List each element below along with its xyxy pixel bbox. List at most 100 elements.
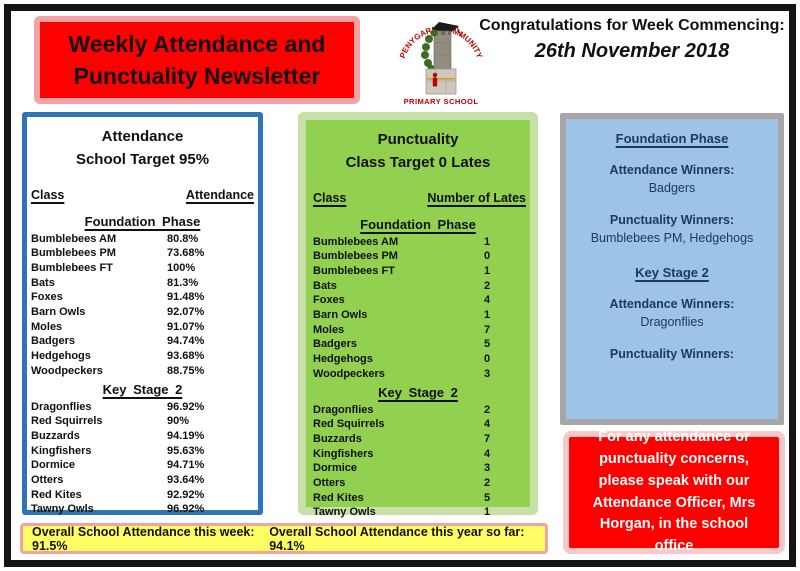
stone-base xyxy=(425,68,457,95)
table-row: Bumblebees FT 100% xyxy=(27,261,258,276)
column-header-class: Class xyxy=(313,190,347,205)
class-value: 3 xyxy=(483,367,491,380)
class-name: Bumblebees AM xyxy=(313,235,399,248)
class-name: Tawny Owls xyxy=(313,506,376,519)
class-name: Red Kites xyxy=(31,488,82,501)
class-name: Bats xyxy=(313,279,337,292)
attendance-column-headers: Class Attendance xyxy=(27,188,258,202)
punctuality-foundation-rows: Bumblebees AM 1 Bumblebees PM 0 Bumblebees F… xyxy=(306,235,530,382)
class-name: Moles xyxy=(31,320,63,333)
column-header-attendance: Attendance xyxy=(185,187,254,202)
attendance-ks2-rows: Dragonflies 96.92% Red Squirrels 90% Buzzard… xyxy=(27,400,258,518)
table-row: Dragonflies 96.92% xyxy=(27,400,258,415)
overall-attendance-week: Overall School Attendance this week: 91.… xyxy=(32,524,255,553)
school-logo: PENYGARN COMMUNITY xyxy=(397,9,485,108)
congratulations-header: Congratulations for Week Commencing: 26t… xyxy=(476,17,788,63)
class-value: 94.19% xyxy=(167,429,205,442)
table-row: Hedgehogs 93.68% xyxy=(27,349,258,364)
class-name: Tawny Owls xyxy=(31,503,94,516)
table-row: Red Kites 92.92% xyxy=(27,488,258,503)
attendance-officer-notice: For any attendance or punctuality concer… xyxy=(563,429,785,554)
class-value: 93.68% xyxy=(167,350,205,363)
class-name: Bumblebees PM xyxy=(313,250,398,263)
class-value: 92.92% xyxy=(167,488,205,501)
class-name: Badgers xyxy=(31,335,76,348)
table-row: Bumblebees PM 0 xyxy=(306,249,530,264)
ks2-attendance-winner: Dragonflies xyxy=(640,314,704,329)
class-value: 2 xyxy=(483,279,491,292)
class-name: Woodpeckers xyxy=(31,364,103,377)
table-row: Moles 7 xyxy=(306,323,530,338)
column-header-class: Class xyxy=(31,187,65,202)
table-row: Foxes 91.48% xyxy=(27,290,258,305)
class-name: Red Kites xyxy=(313,491,364,504)
class-name: Barn Owls xyxy=(31,306,86,319)
table-row: Dormice 94.71% xyxy=(27,458,258,473)
class-name: Woodpeckers xyxy=(313,367,385,380)
table-row: Badgers 94.74% xyxy=(27,334,258,349)
class-value: 94.71% xyxy=(167,459,205,472)
overall-attendance-strip: Overall School Attendance this week: 91.… xyxy=(20,523,548,554)
class-value: 81.3% xyxy=(167,276,199,289)
class-name: Dragonflies xyxy=(31,400,92,413)
table-row: Bumblebees AM 1 xyxy=(306,235,530,250)
class-name: Buzzards xyxy=(313,432,362,445)
punctuality-panel-title: Punctuality Class Target 0 Lates xyxy=(306,120,530,175)
class-name: Dragonflies xyxy=(313,403,374,416)
winners-ks2-header: Key Stage 2 xyxy=(635,264,709,280)
class-value: 7 xyxy=(483,432,491,445)
class-value: 100% xyxy=(167,261,196,274)
foundation-punctuality-winner: Bumblebees PM, Hedgehogs xyxy=(590,231,754,246)
table-row: Bats 81.3% xyxy=(27,276,258,291)
class-value: 0 xyxy=(483,353,491,366)
table-row: Tawny Owls 96.92% xyxy=(27,502,258,517)
attendance-panel-title: Attendance School Target 95% xyxy=(27,117,258,172)
class-value: 5 xyxy=(483,491,491,504)
class-value: 2 xyxy=(483,477,491,490)
class-name: Dormice xyxy=(313,462,358,475)
table-row: Hedgehogs 0 xyxy=(306,352,530,367)
attendance-panel: Attendance School Target 95% Class Atten… xyxy=(22,112,263,515)
punctuality-title: Punctuality xyxy=(377,131,459,148)
table-row: Kingfishers 95.63% xyxy=(27,444,258,459)
punctuality-panel: Punctuality Class Target 0 Lates Class N… xyxy=(298,112,538,518)
class-name: Dormice xyxy=(31,459,76,472)
table-row: Kingfishers 4 xyxy=(306,447,530,462)
table-row: Buzzards 7 xyxy=(306,432,530,447)
ks2-attendance-winners-label: Attendance Winners: xyxy=(609,296,735,311)
punctuality-target: Class Target 0 Lates xyxy=(345,154,491,172)
graduation-cap-icon xyxy=(432,22,459,34)
table-row: Tawny Owls 1 xyxy=(306,505,530,520)
table-row: Woodpeckers 88.75% xyxy=(27,364,258,379)
class-value: 96.92% xyxy=(167,503,205,516)
punctuality-ks2-header: Key Stage 2 xyxy=(378,384,458,400)
table-row: Red Squirrels 90% xyxy=(27,414,258,429)
congratulations-label: Congratulations for Week Commencing: xyxy=(479,17,785,34)
class-value: 4 xyxy=(483,447,491,460)
class-value: 1 xyxy=(483,264,491,277)
school-crest-icon: PENYGARN COMMUNITY xyxy=(398,22,484,106)
ks2-punctuality-winners-label: Punctuality Winners: xyxy=(609,346,735,361)
class-value: 91.07% xyxy=(167,320,205,333)
attendance-target: School Target 95% xyxy=(75,151,210,169)
winners-foundation-header: Foundation Phase xyxy=(615,131,729,146)
class-name: Otters xyxy=(313,477,346,490)
class-name: Kingfishers xyxy=(313,447,374,460)
class-value: 80.8% xyxy=(167,232,199,245)
class-value: 4 xyxy=(483,294,491,307)
class-value: 95.63% xyxy=(167,444,205,457)
foundation-punctuality-winners-label: Punctuality Winners: xyxy=(609,213,735,228)
table-row: Otters 93.64% xyxy=(27,473,258,488)
newsletter-title-banner: Weekly Attendance and Punctuality Newsle… xyxy=(34,16,360,104)
table-row: Moles 91.07% xyxy=(27,320,258,335)
newsletter-title-line2: Punctuality Newsletter xyxy=(73,63,321,89)
class-name: Moles xyxy=(313,323,345,336)
punctuality-column-headers: Class Number of Lates xyxy=(306,191,530,205)
class-value: 5 xyxy=(483,338,491,351)
foliage xyxy=(421,29,438,72)
class-name: Barn Owls xyxy=(313,309,368,322)
attendance-foundation-header: Foundation Phase xyxy=(84,213,201,229)
class-name: Otters xyxy=(31,474,64,487)
table-row: Bumblebees FT 1 xyxy=(306,264,530,279)
attendance-title: Attendance xyxy=(101,128,184,145)
